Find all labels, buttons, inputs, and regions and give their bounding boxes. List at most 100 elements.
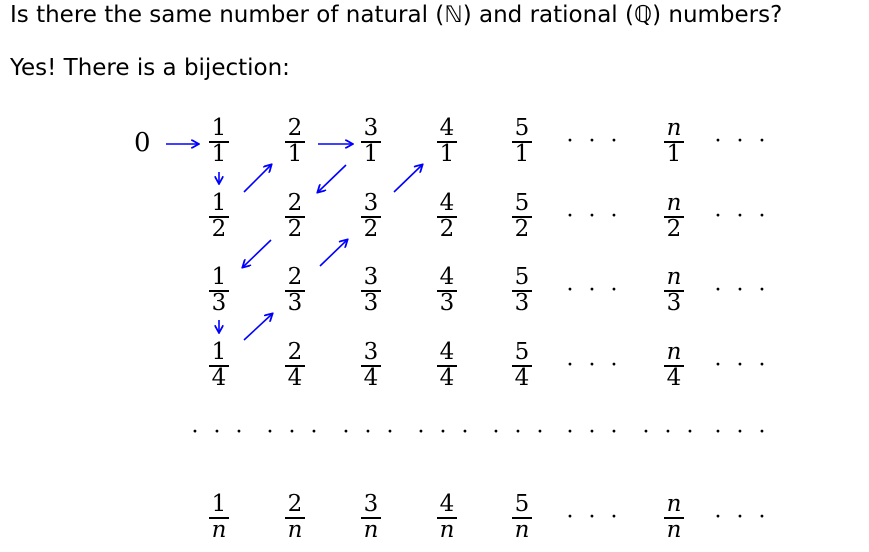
fraction-denominator: n	[514, 517, 530, 543]
fraction-bar	[285, 141, 305, 143]
fraction-bar	[512, 365, 532, 367]
fraction-bar	[361, 141, 381, 143]
fraction-bar	[285, 517, 305, 519]
fraction-numerator: 5	[514, 264, 530, 290]
fraction-numerator: 1	[211, 190, 227, 216]
question-line: Is there the same number of natural (ℕ) …	[10, 2, 782, 28]
fraction-denominator: 1	[363, 141, 379, 167]
arrow-diag-2-3-to-3-2	[319, 240, 347, 267]
fraction-denominator: 1	[211, 141, 227, 167]
fraction-denominator: 2	[363, 216, 379, 242]
fraction-numerator: 1	[211, 115, 227, 141]
fraction-denominator: 1	[439, 141, 455, 167]
fraction-numerator: 4	[439, 491, 455, 517]
fraction-bar	[437, 517, 457, 519]
fraction-numerator: n	[666, 190, 682, 216]
fraction-bar	[512, 517, 532, 519]
fraction-numerator: 2	[287, 190, 303, 216]
ellipsis: · · ·	[191, 420, 247, 445]
fraction-numerator: 3	[363, 491, 379, 517]
fraction-denominator: n	[211, 517, 227, 543]
ellipsis: · · ·	[342, 420, 398, 445]
ellipsis: · · ·	[566, 505, 622, 530]
fraction-numerator: n	[666, 339, 682, 365]
fraction-denominator: 3	[666, 290, 682, 316]
fraction-bar	[664, 141, 684, 143]
fraction-bar	[512, 141, 532, 143]
fraction-denominator: n	[666, 517, 682, 543]
fraction-denominator: n	[287, 517, 303, 543]
fraction-numerator: 5	[514, 491, 530, 517]
fraction-bar	[209, 517, 229, 519]
fraction-bar	[285, 216, 305, 218]
question-text-2: ) and rational (	[462, 2, 634, 28]
arrow-diag-3-2-to-4-1	[393, 165, 422, 193]
fraction-bar	[285, 290, 305, 292]
arrow-diag-3-1-to-2-2	[318, 164, 347, 192]
fraction-numerator: 4	[439, 264, 455, 290]
fraction-numerator: 3	[363, 264, 379, 290]
ellipsis: · · ·	[566, 129, 622, 154]
fraction-bar	[209, 290, 229, 292]
ellipsis: · · ·	[714, 204, 770, 229]
arrow-diag-1-4-to-2-3	[243, 314, 272, 341]
ellipsis: · · ·	[714, 505, 770, 530]
fraction-numerator: n	[666, 115, 682, 141]
fraction-numerator: 1	[211, 491, 227, 517]
rational-numbers-symbol: ℚ	[633, 2, 653, 28]
fraction-denominator: 4	[211, 365, 227, 391]
fraction-denominator: 2	[439, 216, 455, 242]
ellipsis: · · ·	[642, 420, 698, 445]
fraction-denominator: 4	[287, 365, 303, 391]
arrow-diag-2-2-to-1-3	[243, 239, 272, 267]
ellipsis: · · ·	[417, 420, 473, 445]
fraction-denominator: 3	[363, 290, 379, 316]
fraction-denominator: 4	[666, 365, 682, 391]
fraction-denominator: 1	[287, 141, 303, 167]
fraction-bar	[209, 365, 229, 367]
fraction-bar	[512, 216, 532, 218]
fraction-numerator: 4	[439, 339, 455, 365]
ellipsis: · · ·	[714, 420, 770, 445]
fraction-bar	[437, 216, 457, 218]
ellipsis: · · ·	[492, 420, 548, 445]
ellipsis: · · ·	[714, 353, 770, 378]
fraction-numerator: 5	[514, 339, 530, 365]
fraction-numerator: 1	[211, 264, 227, 290]
question-text-3: ) numbers?	[652, 2, 783, 28]
fraction-numerator: n	[666, 491, 682, 517]
fraction-denominator: 2	[211, 216, 227, 242]
fraction-denominator: 3	[211, 290, 227, 316]
fraction-bar	[285, 365, 305, 367]
fraction-bar	[209, 141, 229, 143]
zero-symbol: 0	[134, 128, 151, 158]
fraction-numerator: 1	[211, 339, 227, 365]
fraction-bar	[664, 365, 684, 367]
fraction-bar	[361, 290, 381, 292]
fraction-denominator: 2	[666, 216, 682, 242]
fraction-numerator: 5	[514, 190, 530, 216]
fraction-bar	[664, 290, 684, 292]
fraction-bar	[209, 216, 229, 218]
fraction-bar	[437, 141, 457, 143]
fraction-denominator: 1	[666, 141, 682, 167]
answer-line: Yes! There is a bijection:	[10, 55, 290, 81]
ellipsis: · · ·	[714, 278, 770, 303]
fraction-denominator: 4	[439, 365, 455, 391]
arrow-diag-1-2-to-2-1	[243, 165, 271, 193]
fraction-numerator: n	[666, 264, 682, 290]
fraction-bar	[361, 365, 381, 367]
fraction-numerator: 2	[287, 491, 303, 517]
ellipsis: · · ·	[566, 204, 622, 229]
fraction-bar	[512, 290, 532, 292]
fraction-denominator: 3	[514, 290, 530, 316]
fraction-denominator: 4	[363, 365, 379, 391]
fraction-numerator: 2	[287, 115, 303, 141]
question-text-1: Is there the same number of natural (	[10, 2, 445, 28]
fraction-bar	[437, 290, 457, 292]
fraction-numerator: 2	[287, 264, 303, 290]
fraction-bar	[361, 517, 381, 519]
ellipsis: · · ·	[566, 353, 622, 378]
fraction-numerator: 4	[439, 190, 455, 216]
